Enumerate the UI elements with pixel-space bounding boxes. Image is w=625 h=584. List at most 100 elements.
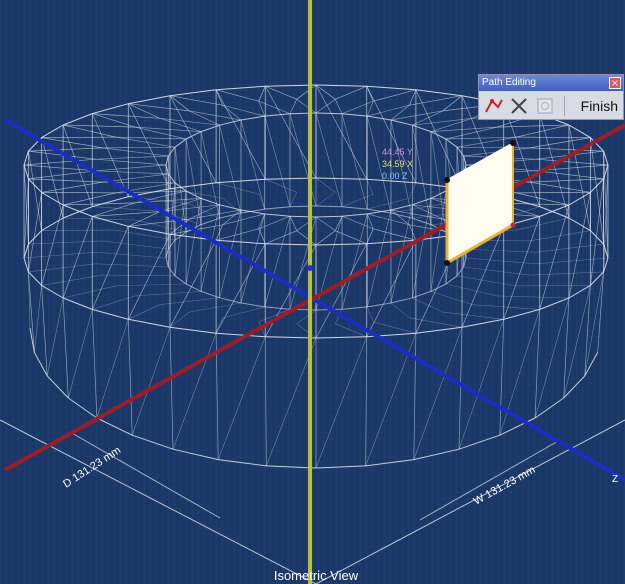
wire-edge (335, 323, 367, 338)
wire-edge (412, 198, 432, 298)
wire-edge (367, 209, 392, 215)
wire-edge (28, 178, 42, 193)
wire-edge (159, 117, 202, 132)
wire-edge (563, 297, 570, 399)
wire-edge (63, 124, 136, 128)
wire-edge (603, 257, 609, 273)
y-axis-blue (3, 118, 625, 482)
wire-edge (503, 103, 541, 207)
wire-edge (584, 271, 604, 376)
wire-edge (200, 124, 220, 133)
wire-edge (409, 224, 417, 241)
disabled-box-icon[interactable] (534, 95, 556, 117)
wire-edge (41, 192, 116, 194)
wire-edge (219, 119, 242, 126)
wire-edge (341, 215, 374, 230)
vertex-handle[interactable] (444, 260, 450, 266)
wire-edge (92, 103, 129, 115)
wire-edge (185, 190, 202, 199)
wire-edge (373, 89, 416, 102)
wire-edge (409, 95, 463, 106)
wire-edge (412, 197, 432, 206)
wire-edge (390, 212, 413, 219)
wire-edge (128, 95, 171, 105)
wire-edge (132, 434, 174, 450)
wire-edge (296, 99, 317, 114)
wire-edge (159, 297, 220, 305)
wire-edge (219, 297, 242, 304)
wire-edge (219, 209, 242, 298)
wire-edge (29, 327, 35, 353)
wire-edge (159, 198, 202, 213)
selected-path-face[interactable] (444, 140, 516, 266)
wire-edge (529, 230, 591, 242)
wire-edge (568, 124, 591, 139)
wire-edge (442, 311, 504, 320)
wire-edge (412, 290, 432, 299)
wire-edge (341, 113, 368, 117)
wire-edge (430, 283, 447, 292)
z-axis-marker: Z (612, 474, 618, 485)
wire-edge (597, 271, 604, 353)
vertex-handle[interactable] (510, 140, 516, 146)
wire-edge (590, 137, 604, 245)
vertex-handle[interactable] (510, 222, 516, 228)
toolbar-titlebar[interactable]: Path Editing × (479, 75, 623, 91)
wire-edge (390, 302, 410, 319)
wire-edge (189, 209, 242, 220)
wire-edge (315, 216, 336, 231)
wire-edge (315, 99, 336, 114)
wire-edge (23, 164, 29, 180)
wire-edge (458, 319, 504, 450)
coord-readout-y: 44.45 Y (382, 147, 413, 157)
wire-edge (445, 283, 498, 297)
wire-edge (28, 151, 42, 231)
wire-edge (41, 137, 64, 219)
wire-edge (128, 211, 160, 227)
wire-edge (445, 126, 498, 140)
wire-edge (335, 230, 367, 245)
wire-edge (534, 297, 570, 419)
path-editing-toolbar[interactable]: Path Editing × Finish (478, 74, 624, 120)
wire-edge (23, 150, 29, 166)
wire-edge (412, 117, 473, 126)
wire-edge (127, 103, 171, 189)
wire-edge (92, 308, 129, 320)
wire-edge (315, 112, 343, 115)
wire-edge (185, 198, 202, 285)
wire-edge (534, 397, 564, 419)
wire-edge (169, 182, 217, 190)
wire-edge (289, 216, 298, 231)
wire-edge (366, 86, 374, 102)
wire-edge (366, 179, 374, 195)
wire-edge (367, 306, 374, 322)
path-add-icon[interactable] (483, 95, 505, 117)
wire-edge (23, 164, 96, 172)
wire-edge (128, 103, 160, 119)
vertex-handle[interactable] (444, 177, 450, 183)
wire-edge (409, 317, 463, 328)
wire-edge (539, 297, 570, 310)
wire-edge (264, 113, 291, 117)
wire-edge (367, 197, 410, 210)
wire-edge (590, 178, 604, 286)
wire-edge (430, 291, 473, 305)
wire-edge (265, 177, 317, 180)
wire-edge (373, 228, 416, 241)
finish-button[interactable]: Finish (580, 98, 618, 114)
wire-edge (189, 203, 220, 219)
wire-edge (315, 177, 367, 180)
delete-x-icon[interactable] (508, 95, 530, 117)
wire-edge (412, 110, 443, 126)
close-button[interactable]: × (609, 77, 621, 89)
wire-edge (189, 204, 220, 220)
wire-edge (95, 158, 167, 166)
wire-edge (265, 230, 297, 245)
wire-edge (167, 155, 176, 241)
wire-edge (568, 191, 591, 206)
wire-edge (169, 311, 190, 328)
wire-edge (95, 251, 167, 259)
wire-edge (315, 230, 336, 246)
wire-edge (415, 89, 463, 189)
